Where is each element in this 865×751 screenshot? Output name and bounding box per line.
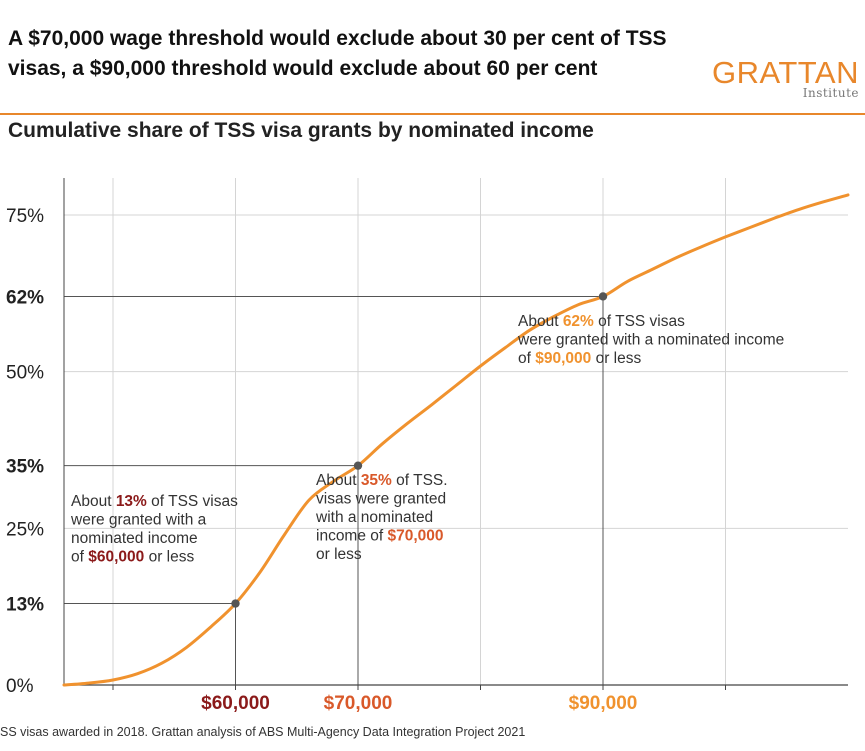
marker-layer [231, 292, 608, 608]
y-tick-label-0: 0% [6, 676, 34, 697]
x-tick-label-0: $60,000 [201, 693, 270, 714]
y-tick-label-5: 62% [6, 287, 44, 308]
guide-layer [64, 295, 604, 685]
curve-layer [62, 193, 850, 687]
chart-subtitle: Cumulative share of TSS visa grants by n… [8, 119, 594, 142]
x-tick-label-1: $70,000 [324, 693, 393, 714]
header-divider [0, 113, 865, 115]
y-tick-label-2: 25% [6, 519, 44, 540]
axis-layer [63, 178, 848, 690]
data-point-marker-2 [598, 292, 608, 301]
y-tick-label-6: 75% [6, 206, 44, 227]
data-point-marker-1 [353, 461, 363, 470]
x-tick-labels: $60,000 $70,000 $90,000 [201, 693, 637, 714]
data-point-marker-0 [231, 599, 240, 608]
chart-title: A $70,000 wage threshold would exclude a… [8, 27, 667, 80]
grattan-logo: GRATTAN Institute [711, 55, 859, 100]
y-tick-label-1: 13% [6, 595, 44, 616]
annotation-1: About 35% of TSS. visas were granted with … [315, 472, 448, 563]
grid-layer [64, 178, 848, 685]
annotation-layer: About 13% of TSS visas were granted with … [70, 313, 784, 566]
annotation-0: About 13% of TSS visas were granted with … [70, 493, 238, 566]
y-tick-label-3: 35% [6, 457, 44, 478]
logo-wordmark: GRATTAN [711, 55, 859, 90]
cumulative-share-line [62, 193, 850, 687]
x-tick-label-2: $90,000 [569, 693, 638, 714]
logo-subtext: Institute [802, 86, 859, 100]
annotation-2: About 62% of TSS visas were granted with … [517, 313, 784, 367]
y-tick-labels: 0% 13% 25% 35% 50% 62% 75% [6, 206, 44, 697]
y-tick-label-4: 50% [6, 363, 44, 384]
source-note: SS visas awarded in 2018. Grattan analys… [0, 725, 526, 739]
